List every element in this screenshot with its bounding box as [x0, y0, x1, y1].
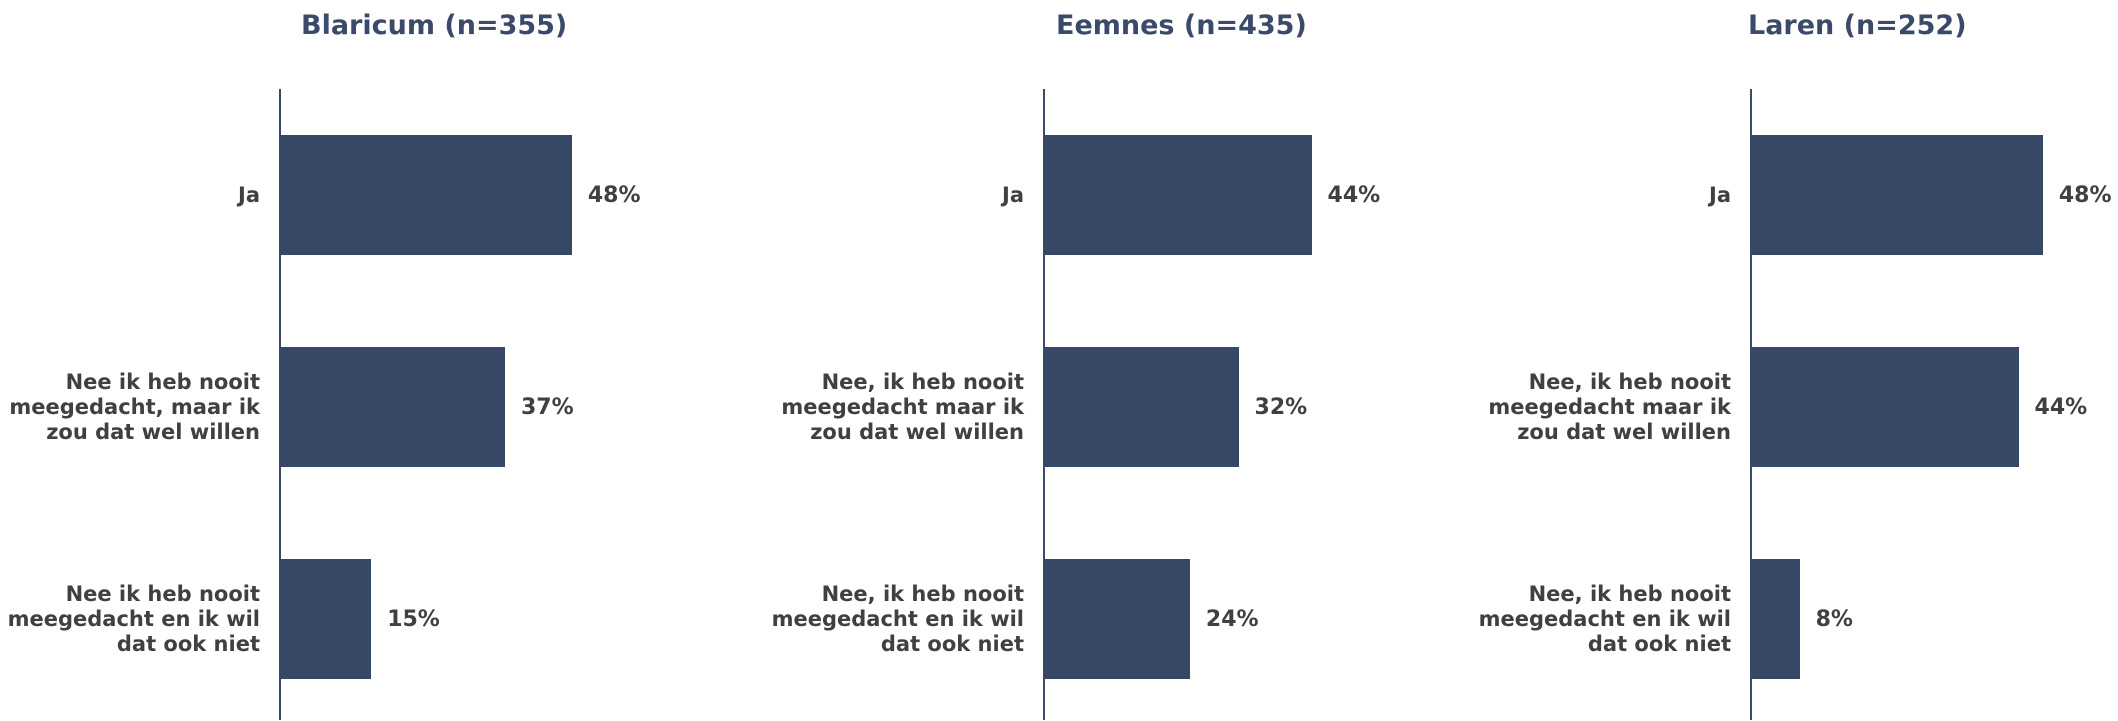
category-label: Nee, ik heb nooit meegedacht en ik wil d… [771, 581, 1024, 656]
category-label: Ja [1002, 182, 1024, 207]
value-label: 32% [1254, 394, 1308, 420]
value-label: 37% [520, 394, 574, 420]
category-label: Nee ik heb nooit meegedacht en ik wil da… [7, 581, 260, 656]
category-label: Nee, ik heb nooit meegedacht maar ik zou… [781, 369, 1024, 444]
bar [1044, 559, 1190, 679]
category-label: Ja [1709, 182, 1731, 207]
value-label: 44% [1327, 182, 1381, 208]
category-label: Nee, ik heb nooit meegedacht en ik wil d… [1478, 581, 1731, 656]
category-label: Nee, ik heb nooit meegedacht maar ik zou… [1488, 369, 1731, 444]
chart-title: Blaricum (n=355) [301, 10, 568, 41]
value-label: 8% [1815, 606, 1853, 632]
value-label: 48% [587, 182, 641, 208]
bar [1751, 347, 2019, 467]
chart-title: Laren (n=252) [1748, 10, 1967, 41]
bar [1751, 559, 1800, 679]
value-label: 48% [2058, 182, 2112, 208]
bar [280, 347, 505, 467]
bar [1751, 135, 2043, 255]
bar [280, 135, 572, 255]
bar [280, 559, 372, 679]
value-label: 44% [2034, 394, 2088, 420]
bar [1044, 135, 1312, 255]
bar [1044, 347, 1239, 467]
value-label: 24% [1205, 606, 1259, 632]
value-label: 15% [387, 606, 440, 632]
category-label: Nee ik heb nooit meegedacht, maar ik zou… [9, 369, 260, 444]
chart-title: Eemnes (n=435) [1056, 10, 1307, 41]
category-label: Ja [238, 182, 260, 207]
